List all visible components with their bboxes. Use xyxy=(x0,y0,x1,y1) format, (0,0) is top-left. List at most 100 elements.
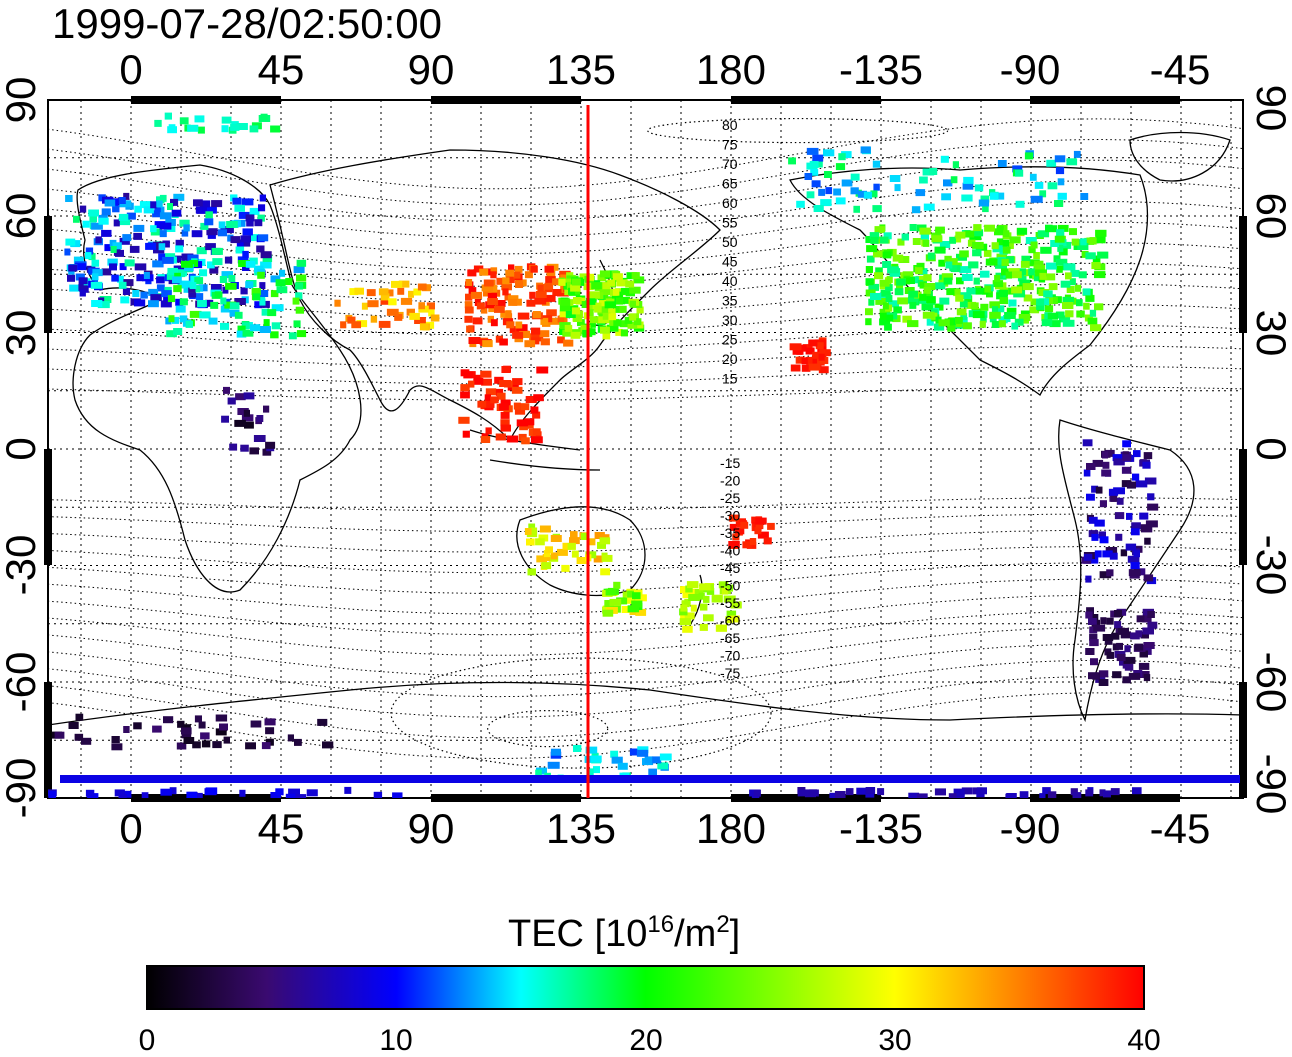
tec-cell xyxy=(699,603,708,611)
tec-cell xyxy=(166,272,178,280)
y-right-tick: -90 xyxy=(1248,754,1292,815)
tec-cell xyxy=(986,290,993,298)
tec-cell xyxy=(241,414,254,422)
tec-cell xyxy=(249,125,259,133)
tec-cell xyxy=(506,321,515,329)
tec-cell xyxy=(688,594,701,601)
tec-cell xyxy=(1013,290,1026,298)
y-right-ticks: 90 60 30 0 -30 -60 -90 xyxy=(1248,85,1292,815)
tec-cell xyxy=(883,232,892,240)
tec-cell xyxy=(1086,463,1096,470)
tec-cell xyxy=(129,245,140,253)
tec-cell xyxy=(598,306,609,314)
tec-cell xyxy=(550,535,562,542)
tec-cell xyxy=(251,288,261,295)
tec-cell xyxy=(606,324,619,332)
tec-cell xyxy=(865,266,873,273)
tec-cell xyxy=(32,727,43,734)
tec-cell xyxy=(1005,271,1012,279)
tec-cell xyxy=(997,160,1007,167)
tec-cell xyxy=(1054,296,1062,304)
tec-cell xyxy=(1054,235,1065,243)
tec-cell xyxy=(262,255,273,262)
tec-cell xyxy=(1122,454,1132,462)
tec-cell xyxy=(868,298,875,306)
tec-cell xyxy=(186,791,197,798)
tec-cell xyxy=(494,305,505,313)
tec-cell xyxy=(628,286,641,294)
maglat-label: -65 xyxy=(720,630,740,646)
tec-cell xyxy=(462,430,470,438)
tec-cell xyxy=(1089,309,1097,317)
tec-cell xyxy=(238,260,250,267)
tec-cell xyxy=(880,289,891,297)
tec-cell xyxy=(1125,543,1137,551)
tec-cell xyxy=(1048,297,1058,304)
tec-cell xyxy=(631,600,643,608)
tec-cell xyxy=(1142,615,1152,623)
tec-cell xyxy=(209,266,219,274)
tec-cell xyxy=(1006,256,1015,264)
tec-cell xyxy=(48,791,56,798)
tec-cell xyxy=(911,206,921,214)
tec-cell xyxy=(1128,672,1141,680)
tec-cell xyxy=(1099,789,1106,797)
tec-cell xyxy=(90,281,103,289)
tec-cell xyxy=(1004,287,1015,295)
tec-cell xyxy=(622,591,631,599)
tec-cell xyxy=(1133,450,1141,458)
tec-cell xyxy=(976,787,987,795)
tec-cell xyxy=(173,193,185,201)
tec-cell xyxy=(85,247,94,255)
tec-cell xyxy=(1099,500,1107,508)
tec-cell xyxy=(1073,150,1081,158)
tec-cell xyxy=(530,327,541,335)
tec-cell xyxy=(188,290,197,298)
tec-cell xyxy=(860,146,871,154)
tec-cell xyxy=(990,192,999,200)
tec-cell xyxy=(856,787,868,795)
tec-cell xyxy=(221,116,232,124)
tec-cell xyxy=(810,168,819,176)
tec-cell xyxy=(602,312,611,320)
tec-cell xyxy=(519,423,528,431)
tec-cell xyxy=(887,266,899,274)
tec-cell xyxy=(117,275,124,283)
tec-cell xyxy=(690,604,697,612)
tec-cell xyxy=(271,322,281,330)
tec-cell xyxy=(1085,294,1095,302)
tec-cell xyxy=(835,197,846,205)
tec-cell xyxy=(200,732,210,740)
tec-cell xyxy=(1143,642,1155,649)
tec-cell xyxy=(181,260,193,268)
tec-cell xyxy=(198,284,208,292)
tec-cell xyxy=(723,584,733,592)
tec-cell xyxy=(609,598,622,606)
tec-cell xyxy=(535,538,545,546)
tec-cell xyxy=(923,274,932,282)
tec-cell xyxy=(587,538,596,546)
tec-cell xyxy=(865,318,872,326)
tec-cell xyxy=(470,291,483,299)
tec-cell xyxy=(699,623,708,631)
tec-cell xyxy=(531,337,540,345)
tec-cell xyxy=(1106,617,1114,625)
tec-cell xyxy=(378,320,391,328)
tec-cell xyxy=(275,279,286,287)
tec-cell xyxy=(158,253,166,261)
tec-cell xyxy=(879,318,891,326)
tec-cell xyxy=(501,283,512,291)
tec-cell xyxy=(755,517,767,525)
x-bottom-tick: -45 xyxy=(1150,805,1211,852)
tec-cell xyxy=(136,274,144,282)
tec-cell xyxy=(187,124,199,132)
tec-cell xyxy=(1030,298,1042,306)
tec-cell xyxy=(483,289,492,297)
tec-cell xyxy=(165,219,176,226)
tec-cell xyxy=(1122,661,1131,669)
tec-cell xyxy=(1054,155,1066,163)
tec-cell xyxy=(1062,302,1074,309)
x-top-tick: -45 xyxy=(1150,46,1211,93)
tec-cell xyxy=(288,332,297,340)
tec-cell xyxy=(569,537,580,545)
